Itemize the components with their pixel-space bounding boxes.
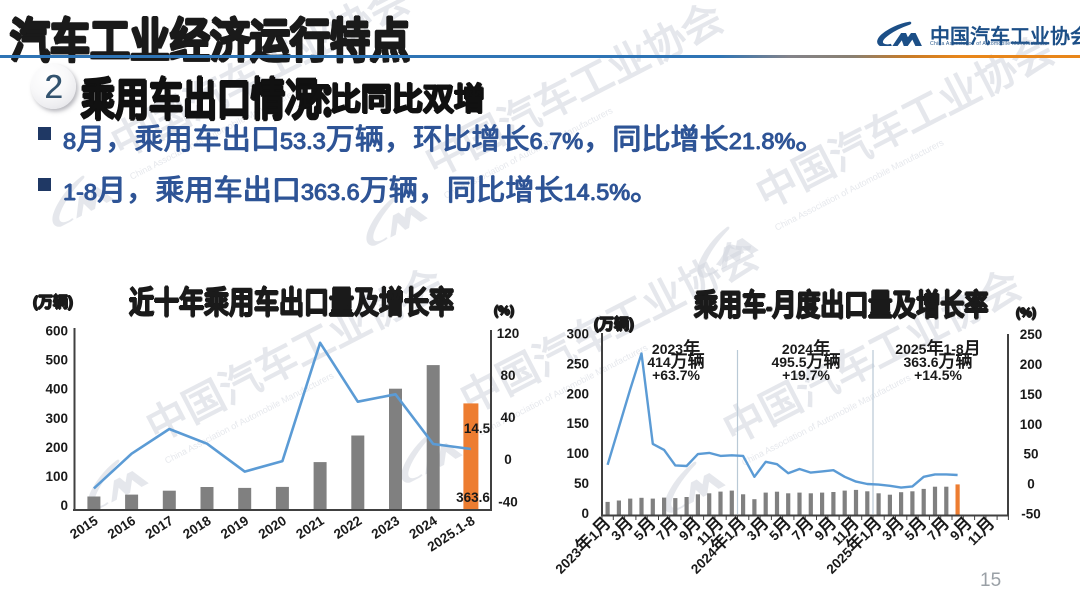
svg-text:2020: 2020 [256,513,289,542]
svg-text:120: 120 [497,326,520,341]
svg-text:50: 50 [1023,447,1038,462]
svg-text:2023年1月: 2023年1月 [550,513,615,578]
svg-text:80: 80 [500,368,515,383]
svg-text:500: 500 [45,353,68,368]
svg-text:2016: 2016 [105,513,139,542]
svg-text:0: 0 [1027,477,1035,492]
svg-text:150: 150 [566,416,589,431]
svg-text:+19.7%: +19.7% [782,367,830,383]
svg-text:2017: 2017 [143,513,176,542]
svg-text:2021: 2021 [293,513,327,542]
svg-text:0: 0 [60,498,68,513]
svg-text:495.5万辆: 495.5万辆 [771,351,840,371]
svg-text:414万辆: 414万辆 [647,351,704,371]
svg-text:300: 300 [566,327,589,342]
svg-text:2022: 2022 [331,513,364,542]
svg-text:0: 0 [504,452,512,467]
svg-text:50: 50 [574,476,589,491]
svg-text:2024年: 2024年 [782,338,830,358]
svg-text:100: 100 [1020,417,1043,432]
svg-text:100: 100 [566,446,589,461]
svg-text:2025年1-8月: 2025年1-8月 [895,338,980,358]
svg-text:250: 250 [566,356,589,371]
svg-text:363.6万辆: 363.6万辆 [903,351,972,371]
svg-text:200: 200 [45,440,68,455]
svg-text:14.5: 14.5 [464,421,491,436]
svg-text:2018: 2018 [180,513,214,542]
svg-text:+14.5%: +14.5% [914,367,962,383]
svg-text:200: 200 [1020,357,1043,372]
svg-text:2015: 2015 [67,513,101,542]
svg-text:600: 600 [45,324,68,339]
svg-text:250: 250 [1020,327,1043,342]
svg-text:-50: -50 [1021,507,1041,522]
svg-text:363.6: 363.6 [456,490,490,505]
svg-text:+63.7%: +63.7% [652,367,700,383]
svg-text:40: 40 [500,410,515,425]
svg-text:400: 400 [45,382,68,397]
svg-text:0: 0 [581,506,589,521]
svg-text:150: 150 [1020,387,1043,402]
svg-text:200: 200 [566,386,589,401]
svg-text:-40: -40 [498,494,518,509]
svg-text:300: 300 [45,411,68,426]
svg-text:100: 100 [45,469,68,484]
svg-text:2023年: 2023年 [652,338,700,358]
svg-text:2019: 2019 [218,513,251,542]
svg-text:2023: 2023 [369,513,403,542]
